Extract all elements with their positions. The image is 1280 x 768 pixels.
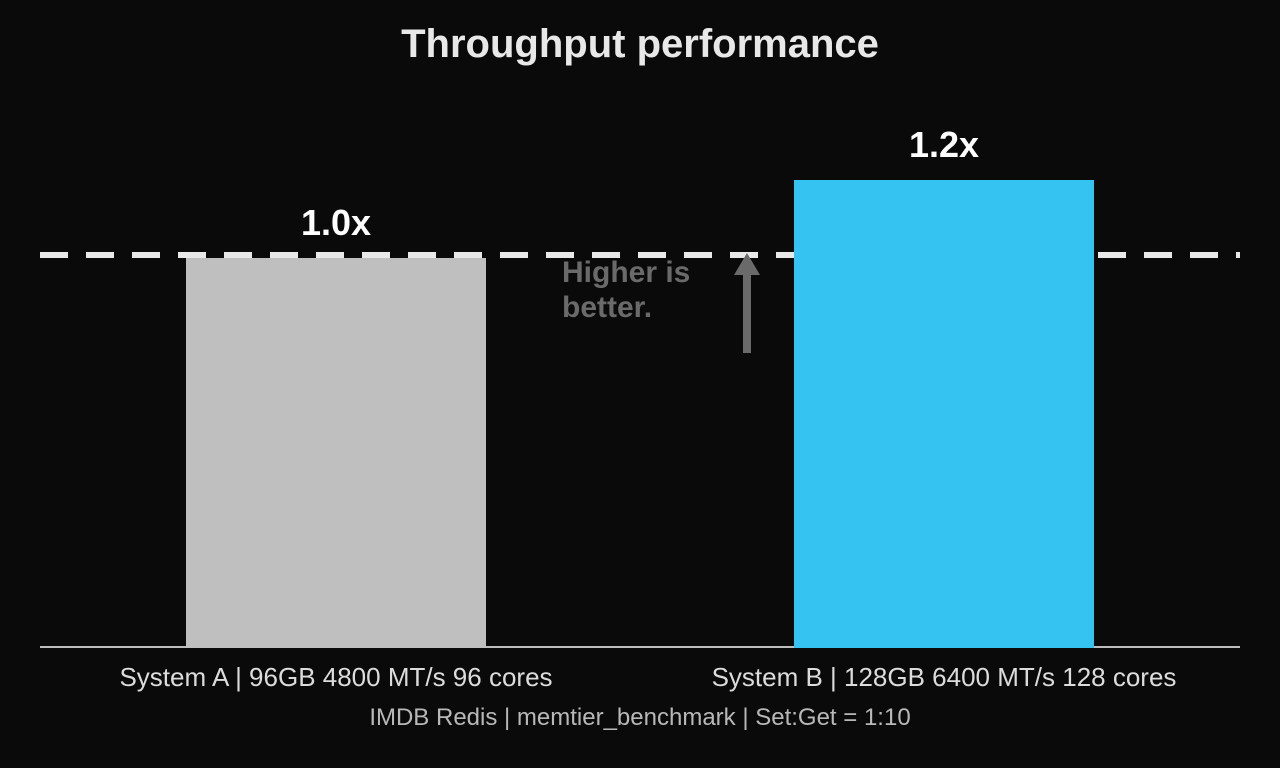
direction-hint: Higher is better. (562, 256, 690, 325)
category-label-system-a: System A | 96GB 4800 MT/s 96 cores (36, 662, 636, 693)
bar-system-b (794, 180, 1094, 648)
bar-value-label-system-a: 1.0x (186, 202, 486, 244)
benchmark-footnote: IMDB Redis | memtier_benchmark | Set:Get… (0, 704, 1280, 732)
plot-area: 1.0x1.2x (40, 160, 1240, 648)
bar-value-label-system-b: 1.2x (794, 124, 1094, 166)
chart-stage: Throughput performance 1.0x1.2x Higher i… (0, 0, 1280, 768)
category-label-system-b: System B | 128GB 6400 MT/s 128 cores (644, 662, 1244, 693)
bar-system-a (186, 258, 486, 648)
chart-title: Throughput performance (0, 22, 1280, 67)
up-arrow-icon (732, 253, 762, 353)
